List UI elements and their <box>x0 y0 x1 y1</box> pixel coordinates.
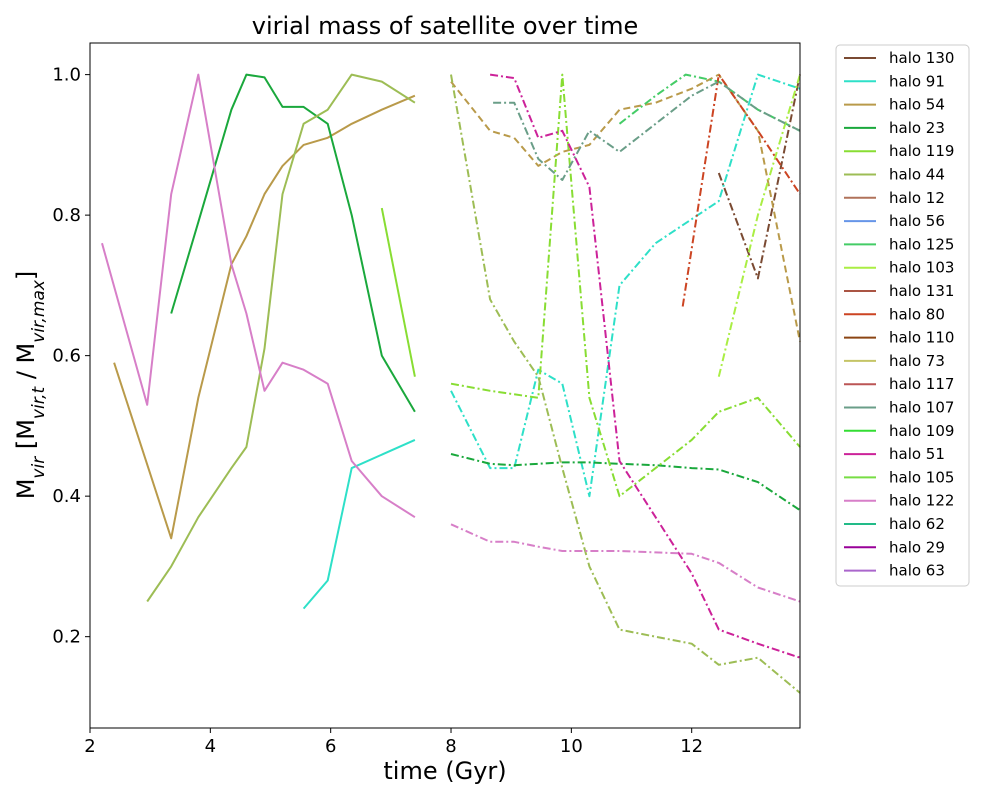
x-tick-label: 2 <box>84 736 95 757</box>
legend-entry: halo 63 <box>889 562 945 580</box>
legend-entry: halo 125 <box>889 235 954 253</box>
series-line-halo-54 <box>113 94 416 540</box>
x-axis: 2 4 6 8 10 12 <box>84 728 703 757</box>
legend-frame <box>835 44 970 587</box>
series-line-halo-44-b- <box>450 74 801 694</box>
y-tick-label: 1.0 <box>52 65 81 86</box>
legend-entry: halo 109 <box>889 422 954 440</box>
legend-entry: halo 51 <box>889 445 945 463</box>
x-axis-label: time (Gyr) <box>383 757 506 785</box>
x-tick-label: 4 <box>205 736 216 757</box>
legend-entry: halo 119 <box>889 142 954 160</box>
legend-entry: halo 122 <box>889 492 954 510</box>
series-line-halo-91 <box>302 438 416 610</box>
y-axis-label: Mvir [Mvir,t / Mvir,max] <box>12 271 49 500</box>
series-line-halo-130 <box>717 74 801 280</box>
legend-entry: halo 131 <box>889 282 954 300</box>
legend-entry: halo 103 <box>889 259 954 277</box>
y-tick-label: 0.8 <box>52 205 81 226</box>
plot-area <box>101 73 801 694</box>
legend-entry: halo 62 <box>889 515 945 533</box>
legend-entry: halo 105 <box>889 468 954 486</box>
x-tick-label: 12 <box>680 736 703 757</box>
legend-entry: halo 44 <box>889 166 945 184</box>
legend-entry: halo 110 <box>889 329 954 347</box>
legend-entry: halo 56 <box>889 212 945 230</box>
legend-entry: halo 12 <box>889 189 945 207</box>
plot-frame <box>89 42 801 729</box>
series-line-halo-119-b- <box>450 73 801 498</box>
legend-entry: halo 91 <box>889 72 945 90</box>
series-line-halo-44 <box>146 73 416 603</box>
legend-entry: halo 117 <box>889 375 954 393</box>
series-line-halo-103 <box>717 74 801 377</box>
legend-entry: halo 130 <box>889 49 954 67</box>
x-tick-label: 6 <box>325 736 336 757</box>
series-line-halo-23 <box>170 73 416 413</box>
series-line-halo-122 <box>101 73 416 519</box>
series-line-halo-125 <box>618 73 801 132</box>
legend: halo 130 halo 91 halo 54 halo 23 halo 119 hal… <box>835 44 970 587</box>
y-tick-label: 0.4 <box>52 486 81 507</box>
legend-entry: halo 80 <box>889 305 945 323</box>
legend-entry: halo 29 <box>889 538 945 556</box>
y-tick-label: 0.6 <box>52 346 81 367</box>
chart-title: virial mass of satellite over time <box>252 12 638 40</box>
x-tick-label: 8 <box>445 736 456 757</box>
series-line-halo-23-b- <box>450 453 801 512</box>
series-line-halo-51 <box>489 73 801 659</box>
legend-entry: halo 23 <box>889 119 945 137</box>
series-line-halo-80 <box>681 73 801 307</box>
x-tick-label: 10 <box>560 736 583 757</box>
series-line-halo-91-b- <box>450 73 801 498</box>
legend-entry: halo 54 <box>889 96 945 114</box>
y-tick-label: 0.2 <box>52 627 81 648</box>
series-line-halo-122-b- <box>450 523 801 603</box>
y-axis: 0.2 0.4 0.6 0.8 1.0 <box>52 65 90 648</box>
legend-entry: halo 107 <box>889 399 954 417</box>
series-line-halo-119 <box>380 207 416 377</box>
legend-entry: halo 73 <box>889 352 945 370</box>
